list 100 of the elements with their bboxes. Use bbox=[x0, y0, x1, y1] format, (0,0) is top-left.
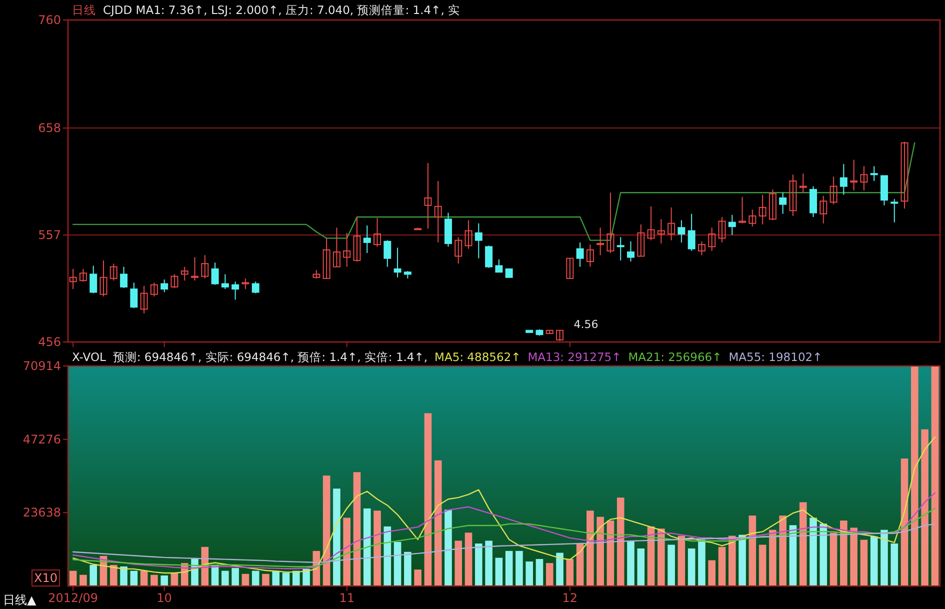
candlestick bbox=[211, 262, 219, 286]
candlestick bbox=[322, 238, 330, 279]
candlestick bbox=[850, 159, 858, 192]
candlestick bbox=[596, 227, 604, 256]
bar bbox=[434, 460, 442, 586]
bar bbox=[384, 526, 392, 586]
candlestick bbox=[870, 166, 878, 182]
candlestick bbox=[434, 180, 442, 243]
candlestick bbox=[474, 222, 482, 259]
text: MA21: 256966↑ bbox=[628, 350, 722, 364]
candlestick bbox=[637, 224, 645, 257]
candlestick bbox=[201, 254, 209, 279]
candlestick bbox=[688, 213, 696, 252]
candlestick bbox=[820, 195, 828, 224]
candlestick bbox=[627, 240, 634, 262]
candlestick bbox=[384, 240, 392, 268]
bar bbox=[870, 536, 878, 586]
annotation: 4.56 bbox=[574, 318, 598, 331]
bar bbox=[748, 516, 756, 586]
bar bbox=[789, 525, 797, 586]
candlestick bbox=[556, 330, 564, 340]
candlestick bbox=[586, 244, 594, 268]
candlestick bbox=[464, 220, 472, 250]
candlestick bbox=[454, 236, 462, 264]
bar bbox=[536, 559, 544, 586]
bar bbox=[688, 548, 696, 586]
y-tick-label: 557 bbox=[38, 228, 61, 242]
bar bbox=[911, 366, 918, 586]
candlestick bbox=[698, 240, 706, 256]
bar bbox=[262, 574, 270, 586]
candlestick bbox=[748, 209, 756, 228]
bar bbox=[140, 570, 148, 586]
y-tick-label: 23638 bbox=[22, 506, 61, 520]
x-tick-label: 10 bbox=[156, 591, 172, 605]
text: MA55: 198102↑ bbox=[728, 350, 822, 364]
candlestick bbox=[576, 242, 584, 268]
candlestick bbox=[232, 281, 240, 300]
bar bbox=[576, 544, 584, 586]
bar bbox=[799, 502, 807, 586]
candlestick bbox=[343, 232, 351, 268]
bar bbox=[191, 559, 198, 586]
y-tick-label: 70914 bbox=[22, 359, 61, 373]
candlestick bbox=[718, 216, 726, 243]
bar bbox=[616, 498, 624, 586]
candlestick bbox=[79, 268, 87, 282]
candlestick bbox=[374, 218, 381, 248]
bar bbox=[404, 552, 412, 586]
chart-title: X-VOL bbox=[72, 350, 106, 364]
candlestick bbox=[170, 274, 178, 288]
candlestick bbox=[789, 174, 797, 216]
bar bbox=[658, 528, 665, 586]
candlestick bbox=[424, 162, 432, 230]
candlestick bbox=[728, 214, 736, 236]
bar bbox=[627, 540, 634, 586]
candlestick bbox=[69, 268, 77, 290]
candlestick bbox=[90, 265, 98, 294]
bar bbox=[728, 536, 736, 586]
bar bbox=[860, 540, 868, 586]
bar bbox=[596, 516, 604, 586]
bar bbox=[830, 532, 838, 586]
candlestick bbox=[830, 176, 838, 205]
bar bbox=[110, 564, 118, 586]
y-tick-label: 658 bbox=[38, 121, 61, 136]
candlestick bbox=[840, 164, 848, 196]
y-tick-label: 47276 bbox=[22, 432, 61, 446]
bar bbox=[668, 544, 675, 586]
candlestick bbox=[363, 224, 371, 254]
bar bbox=[80, 574, 87, 586]
bar bbox=[130, 570, 138, 586]
candlestick bbox=[252, 281, 260, 294]
candlestick bbox=[332, 227, 340, 268]
bar bbox=[758, 544, 766, 586]
candlestick bbox=[657, 218, 665, 244]
bar bbox=[120, 566, 128, 586]
candlestick bbox=[708, 227, 716, 252]
candlestick bbox=[180, 266, 188, 282]
x-tick-label: 2012/09 bbox=[48, 591, 98, 605]
bar bbox=[160, 575, 168, 586]
bar bbox=[516, 550, 523, 586]
bar bbox=[394, 542, 402, 586]
bar bbox=[810, 518, 817, 586]
line-series bbox=[72, 523, 936, 564]
text: 日线▲ bbox=[3, 593, 37, 607]
bar bbox=[353, 472, 361, 586]
bar bbox=[90, 564, 97, 586]
candlestick bbox=[779, 192, 787, 214]
chart-subtitle: CJDD MA1: 7.36↑, LSJ: 2.000↑, 压力: 7.040, 预测倍量: 1.4↑, 实 bbox=[103, 3, 460, 17]
bar bbox=[505, 550, 513, 586]
candlestick bbox=[130, 282, 138, 309]
bar bbox=[738, 534, 746, 586]
candlestick bbox=[100, 260, 108, 297]
bar bbox=[150, 574, 158, 586]
candlestick bbox=[191, 256, 198, 282]
bar bbox=[546, 563, 554, 586]
bar bbox=[424, 413, 432, 586]
line-series bbox=[72, 436, 936, 574]
bar bbox=[363, 508, 371, 586]
bar bbox=[333, 488, 340, 586]
y-tick-label: 456 bbox=[38, 335, 61, 349]
bar bbox=[282, 572, 290, 586]
